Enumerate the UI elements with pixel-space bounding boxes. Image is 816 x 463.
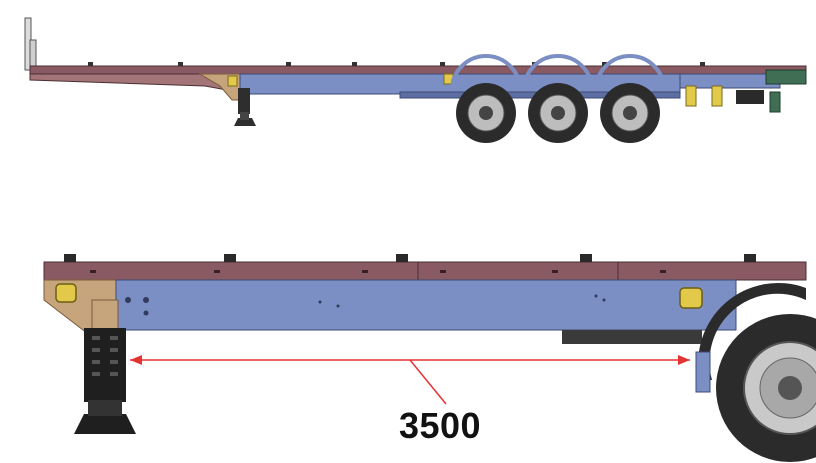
- lashing-ring-front: [55, 283, 77, 303]
- lashing-ring-rear: [679, 287, 703, 309]
- dimension-label: 3500: [398, 405, 482, 446]
- trailer-detail-view: [43, 254, 816, 462]
- detail-main-frame: [115, 279, 737, 331]
- detail-deck: [43, 261, 807, 281]
- trailer-full-side-view: [24, 17, 807, 143]
- dimension-line: [130, 355, 690, 405]
- landing-leg-top: [234, 88, 256, 126]
- wheel-3: [600, 83, 660, 143]
- landing-leg-detail: [74, 299, 136, 434]
- detail-wheel: [695, 283, 816, 462]
- wheel-2: [528, 83, 588, 143]
- deck-top: [29, 65, 807, 75]
- wheel-1: [456, 83, 516, 143]
- twist-locks: [64, 254, 756, 262]
